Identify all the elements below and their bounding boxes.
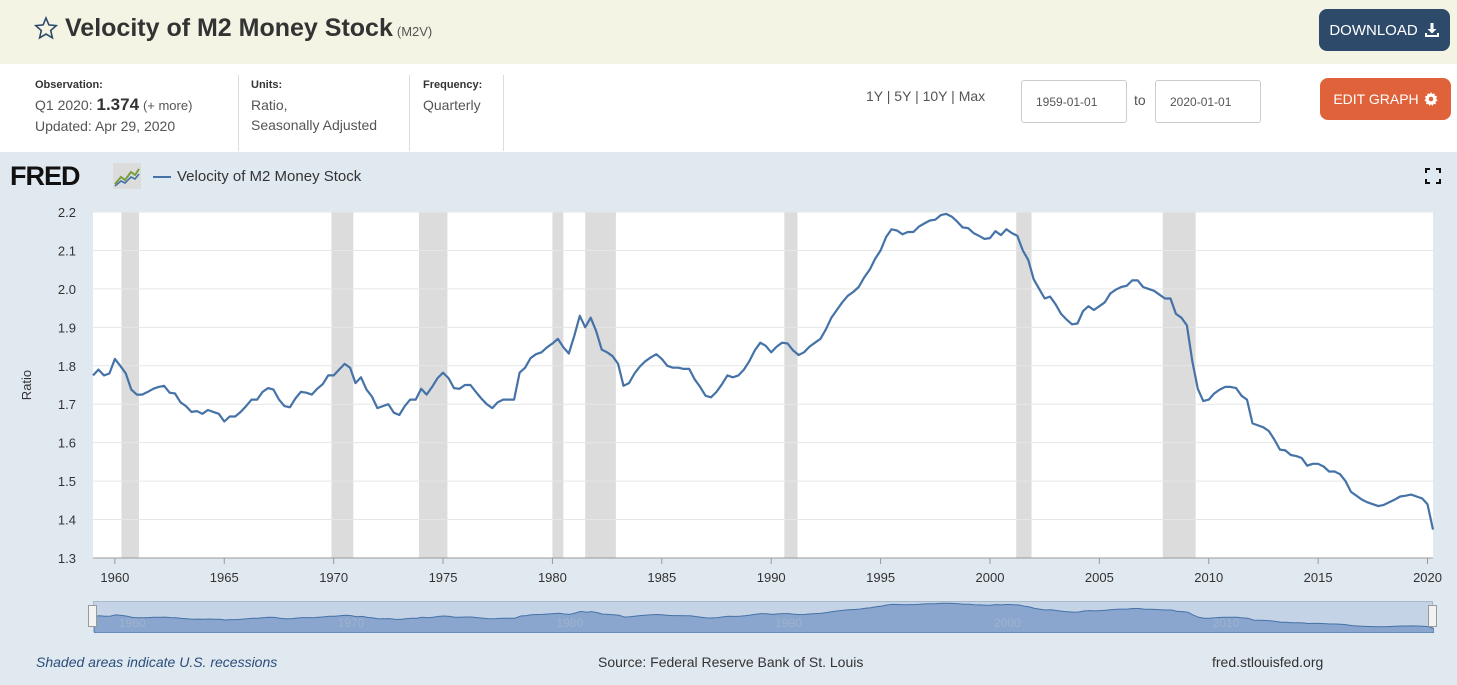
x-tick-label: 1975: [429, 570, 458, 585]
legend-swatch: [153, 176, 171, 178]
series-code: (M2V): [396, 24, 433, 39]
observation-label: Observation:: [35, 79, 103, 91]
x-tick-label: 1965: [210, 570, 239, 585]
observation-period: Q1 2020:: [35, 97, 93, 113]
fred-logo-chart-icon: [113, 163, 141, 189]
edit-graph-label: EDIT GRAPH: [1333, 91, 1419, 107]
navigator-area: [93, 602, 1435, 634]
y-axis-label: Ratio: [19, 370, 34, 400]
download-icon: [1424, 23, 1439, 37]
frequency-block: Frequency: Quarterly: [423, 78, 482, 115]
chart: 1.3 1.4 1.5 1.6 1.7 1.8 1.9 2.0 2.1 2.2 1960 1965 19…: [19, 205, 1442, 585]
navigator-tick-label: 1990: [775, 616, 802, 630]
range-separator: |: [951, 88, 955, 104]
x-tick-label: 2005: [1085, 570, 1114, 585]
edit-graph-button[interactable]: EDIT GRAPH: [1320, 78, 1451, 120]
navigator-track[interactable]: 1960 1970 1980 1990 2000 2010: [93, 601, 1435, 634]
x-tick-label: 2010: [1194, 570, 1223, 585]
y-tick-label: 2.2: [58, 205, 76, 220]
recession-band: [585, 212, 616, 558]
observation-more-link[interactable]: (+ more): [142, 98, 193, 113]
legend-series-name: Velocity of M2 Money Stock: [177, 168, 362, 185]
x-tick-label: 1985: [647, 570, 676, 585]
gear-icon: [1424, 92, 1438, 106]
navigator-handle-right[interactable]: [1428, 605, 1437, 627]
navigator-handle-left[interactable]: [88, 605, 97, 627]
x-tick-label: 1980: [538, 570, 567, 585]
navigator-tick-label: 2000: [994, 616, 1021, 630]
y-tick-label: 1.6: [58, 436, 76, 451]
x-tick-label: 1970: [319, 570, 348, 585]
y-tick-label: 2.0: [58, 282, 76, 297]
x-tick-label: 1960: [100, 570, 129, 585]
y-tick-label: 1.3: [58, 551, 76, 566]
navigator-tick-label: 2010: [1213, 616, 1240, 630]
updated-date: Updated: Apr 29, 2020: [35, 118, 176, 134]
series-title-text: Velocity of M2 Money Stock: [65, 14, 393, 42]
units-block: Units: Ratio, Seasonally Adjusted: [251, 78, 377, 135]
meta-divider: [503, 75, 504, 151]
to-label: to: [1134, 92, 1146, 108]
y-tick-label: 2.1: [58, 243, 76, 258]
source-text: Source: Federal Reserve Bank of St. Loui…: [598, 654, 864, 670]
recession-band: [331, 212, 354, 558]
x-tick-label: 1995: [866, 570, 895, 585]
navigator-tick-label: 1960: [119, 616, 146, 630]
plot-background: [93, 212, 1433, 558]
y-tick-label: 1.8: [58, 359, 76, 374]
source-url[interactable]: fred.stlouisfed.org: [1212, 654, 1324, 670]
x-tick-label: 1990: [757, 570, 786, 585]
range-links: 1Y | 5Y | 10Y | Max: [866, 88, 985, 104]
observation-value: 1.374: [96, 95, 140, 114]
y-tick-label: 1.7: [58, 397, 76, 412]
y-tick-label: 1.5: [58, 474, 76, 489]
range-5y[interactable]: 5Y: [894, 88, 912, 104]
range-max[interactable]: Max: [958, 88, 986, 104]
range-separator: |: [915, 88, 919, 104]
recession-band: [1016, 212, 1032, 558]
range-separator: |: [886, 88, 891, 104]
recession-band: [784, 212, 798, 558]
x-tick-label: 2020: [1413, 570, 1442, 585]
recession-band: [1162, 212, 1196, 558]
units-line2: Seasonally Adjusted: [251, 117, 378, 133]
y-tick-label: 1.9: [58, 320, 76, 335]
meta-divider: [409, 75, 410, 151]
series-line: [92, 212, 1435, 530]
range-10y[interactable]: 10Y: [922, 88, 948, 104]
navigator-tick-label: 1980: [556, 616, 583, 630]
x-tick-label: 2000: [976, 570, 1005, 585]
navigator-tick-label: 1970: [338, 616, 365, 630]
title-bar: [0, 0, 1457, 64]
page-title: Velocity of M2 Money Stock (M2V): [65, 14, 432, 43]
download-label: DOWNLOAD: [1329, 21, 1418, 39]
units-line1: Ratio,: [251, 97, 288, 113]
y-tick-label: 1.4: [58, 513, 76, 528]
fred-logo: FRED: [10, 161, 80, 191]
recession-band: [552, 212, 564, 558]
meta-divider: [238, 75, 239, 151]
download-button[interactable]: DOWNLOAD: [1319, 9, 1450, 51]
observation-block: Observation: Q1 2020: 1.374 (+ more) Upd…: [35, 78, 192, 136]
recession-note: Shaded areas indicate U.S. recessions: [36, 654, 278, 670]
frequency-label: Frequency:: [423, 79, 483, 91]
start-date-input[interactable]: [1021, 80, 1127, 123]
navigator-series: 1960 1970 1980 1990 2000 2010: [93, 602, 1435, 634]
end-date-input[interactable]: [1155, 80, 1261, 123]
frequency-value: Quarterly: [423, 97, 481, 113]
x-tick-label: 2015: [1304, 570, 1333, 585]
units-label: Units:: [251, 79, 283, 91]
range-1y[interactable]: 1Y: [866, 88, 883, 104]
star-icon[interactable]: [34, 16, 58, 40]
fullscreen-icon[interactable]: [1425, 168, 1441, 184]
